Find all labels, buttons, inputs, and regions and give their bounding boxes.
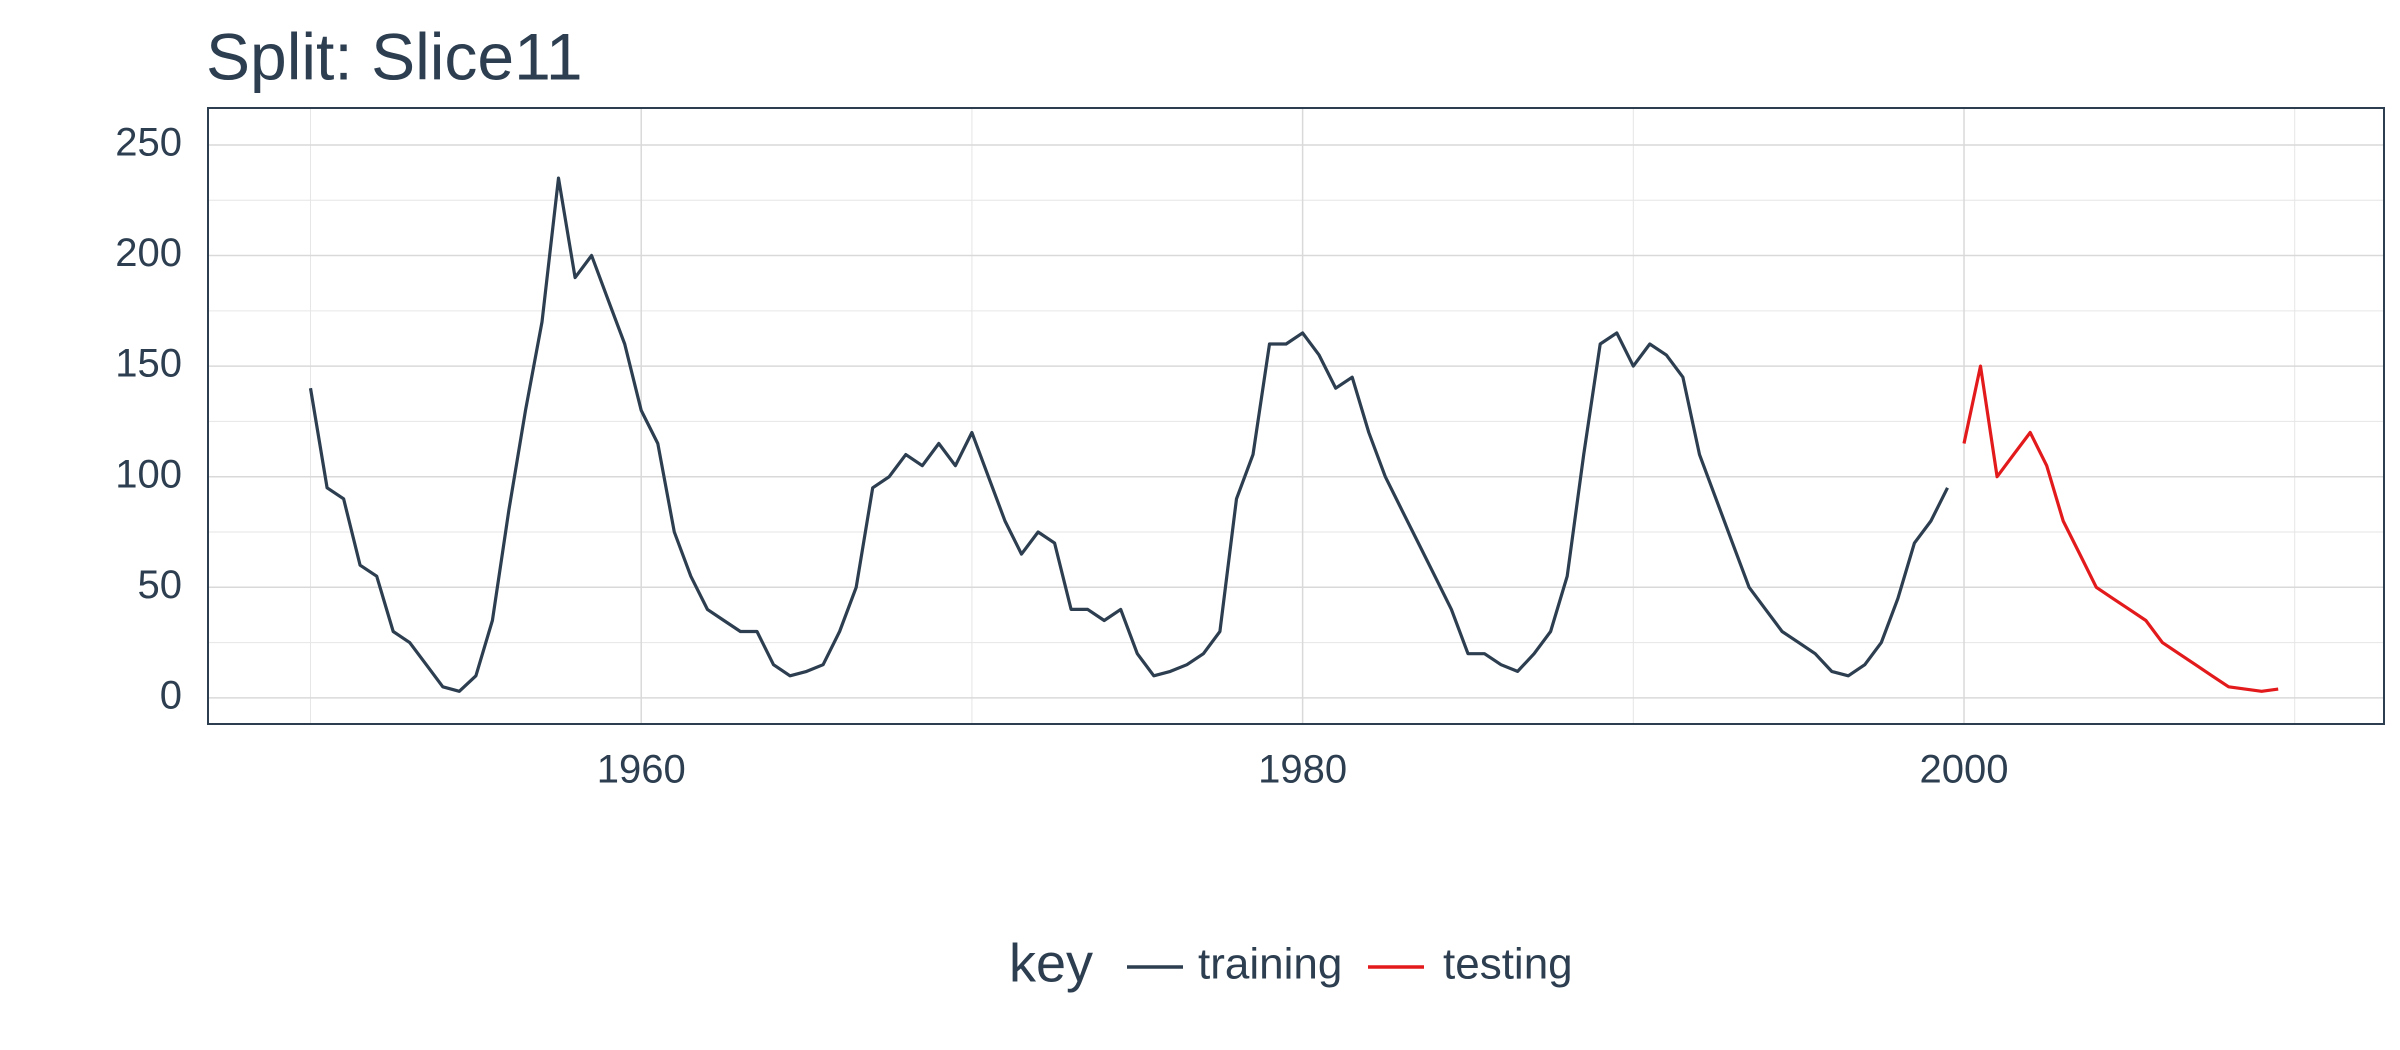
series-line <box>308 176 1949 693</box>
series-line <box>1962 364 2279 693</box>
x-tick-label: 2000 <box>1920 748 2009 792</box>
y-tick-label: 0 <box>160 673 182 717</box>
y-tick-label: 150 <box>115 342 182 386</box>
panel-border <box>207 107 2385 725</box>
chart-title: Split: Slice11 <box>206 19 583 93</box>
y-tick-label: 200 <box>115 231 182 275</box>
legend-label: testing <box>1443 940 1573 989</box>
y-tick-label: 100 <box>115 452 182 496</box>
x-tick-label: 1980 <box>1258 748 1347 792</box>
y-tick-label: 250 <box>115 121 182 165</box>
legend-label: training <box>1198 940 1342 989</box>
y-tick-label: 50 <box>138 563 183 607</box>
x-tick-label: 1960 <box>597 748 686 792</box>
legend-title: key <box>1009 933 1093 993</box>
